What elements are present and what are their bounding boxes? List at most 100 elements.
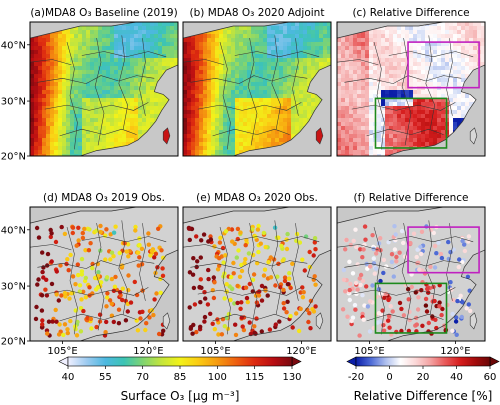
station-dot bbox=[407, 317, 412, 323]
station-dot bbox=[255, 227, 261, 232]
station-dot bbox=[198, 324, 203, 329]
station-dot bbox=[48, 234, 53, 240]
lon-tick-label: 105°E bbox=[354, 346, 384, 357]
station-dot bbox=[409, 284, 414, 290]
station-dot bbox=[386, 240, 391, 245]
station-dot bbox=[215, 267, 221, 272]
station-dot bbox=[201, 232, 207, 237]
station-dot bbox=[414, 322, 419, 327]
station-dot bbox=[94, 324, 99, 330]
station-dot bbox=[82, 226, 87, 232]
station-dot bbox=[411, 231, 417, 236]
station-dot bbox=[313, 247, 318, 252]
panel-frame bbox=[29, 206, 179, 342]
station-dot bbox=[190, 272, 196, 277]
station-dot bbox=[340, 307, 346, 312]
station-dot bbox=[212, 280, 217, 285]
station-dot bbox=[205, 302, 211, 307]
station-dot bbox=[376, 311, 382, 316]
station-dot bbox=[362, 303, 367, 308]
station-dot bbox=[263, 244, 268, 250]
station-dot bbox=[371, 246, 376, 252]
station-dot bbox=[252, 324, 257, 329]
station-dot bbox=[416, 295, 421, 300]
station-dot bbox=[43, 287, 48, 292]
colorbar-bar bbox=[355, 356, 491, 367]
station-dot bbox=[250, 277, 256, 282]
station-dot bbox=[426, 320, 431, 326]
station-dot bbox=[98, 223, 103, 229]
colorbar-tick-label: 70 bbox=[136, 372, 149, 383]
station-dot bbox=[402, 254, 408, 259]
station-dot bbox=[280, 258, 285, 264]
station-dot bbox=[419, 229, 425, 234]
station-dot bbox=[34, 304, 39, 310]
station-dot bbox=[287, 276, 292, 281]
lat-tick-label: 30°N bbox=[1, 97, 26, 108]
station-dot bbox=[70, 230, 76, 236]
station-dot bbox=[415, 307, 421, 312]
station-dot bbox=[125, 309, 130, 314]
colorbar-label: Surface O₃ [μg m⁻³] bbox=[121, 389, 240, 403]
station-dot bbox=[87, 285, 92, 290]
station-dot bbox=[300, 257, 305, 262]
station-dot bbox=[117, 250, 122, 256]
station-dot bbox=[218, 235, 223, 240]
station-dot bbox=[415, 260, 420, 266]
station-dot bbox=[389, 252, 395, 257]
station-dot bbox=[464, 306, 469, 311]
station-dot bbox=[44, 293, 50, 298]
station-dot bbox=[126, 273, 131, 278]
station-dot bbox=[147, 315, 152, 320]
station-dot bbox=[360, 293, 365, 298]
station-dot bbox=[428, 227, 434, 233]
station-dot bbox=[450, 311, 455, 317]
station-dot bbox=[76, 225, 81, 230]
station-dot bbox=[54, 292, 59, 297]
station-dot bbox=[235, 300, 240, 306]
station-dot bbox=[406, 328, 412, 334]
station-dot bbox=[40, 250, 45, 255]
station-dot bbox=[397, 250, 402, 255]
station-dot bbox=[284, 237, 289, 242]
station-dot bbox=[389, 259, 395, 265]
taiwan bbox=[469, 127, 478, 145]
station-dot bbox=[140, 309, 145, 314]
station-dot bbox=[259, 298, 265, 303]
station-dot bbox=[401, 240, 406, 246]
station-dot bbox=[439, 312, 444, 318]
station-dot bbox=[258, 241, 263, 246]
province-borders bbox=[30, 35, 167, 150]
station-dot bbox=[360, 311, 365, 317]
station-dot bbox=[81, 289, 86, 294]
station-dot bbox=[265, 293, 270, 298]
station-dot bbox=[123, 318, 129, 323]
station-dot bbox=[135, 328, 141, 333]
station-dot bbox=[160, 266, 165, 271]
station-dot bbox=[281, 301, 286, 306]
station-dot bbox=[432, 265, 438, 270]
station-dot bbox=[109, 301, 115, 306]
station-dot bbox=[401, 313, 407, 318]
station-dot bbox=[228, 297, 233, 303]
station-dot bbox=[285, 299, 290, 304]
station-dot bbox=[109, 276, 115, 282]
station-dot bbox=[279, 243, 284, 249]
station-dot bbox=[96, 270, 101, 275]
station-dot bbox=[97, 312, 103, 317]
station-dot bbox=[188, 326, 193, 331]
station-dot bbox=[307, 249, 312, 255]
station-dot bbox=[73, 282, 78, 287]
station-dot bbox=[223, 229, 229, 234]
station-dot bbox=[77, 289, 83, 294]
colorbar-bar bbox=[67, 356, 293, 367]
colorbar-label: Relative Difference [%] bbox=[354, 389, 493, 403]
station-dot bbox=[59, 293, 64, 298]
station-dot bbox=[437, 304, 442, 309]
station-dot bbox=[74, 333, 80, 338]
region-box-north bbox=[407, 226, 480, 274]
panel-frame bbox=[336, 21, 486, 157]
station-dot bbox=[160, 255, 166, 260]
station-dot bbox=[261, 273, 267, 278]
colorbar-extend-high bbox=[489, 356, 500, 367]
